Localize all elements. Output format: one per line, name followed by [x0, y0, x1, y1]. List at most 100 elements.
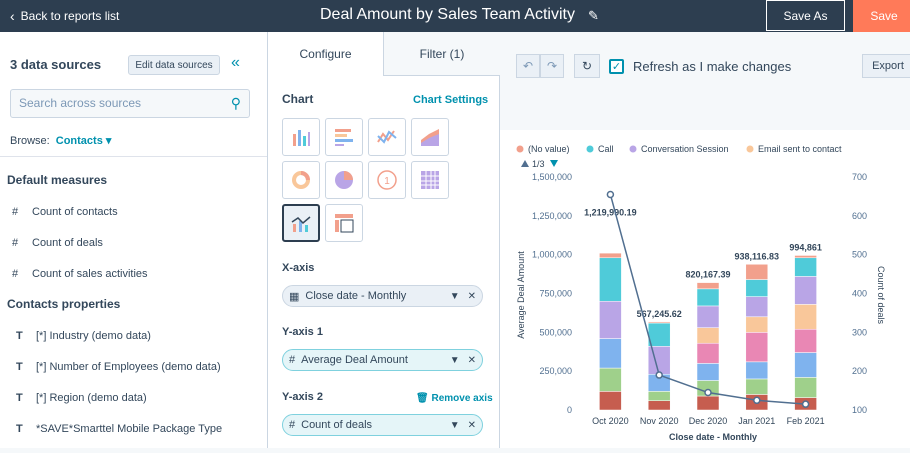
redo-button[interactable]: ↷	[540, 54, 564, 78]
x-tick-label: Jan 2021	[738, 416, 775, 426]
y-axis1-label: Y-axis 1	[282, 326, 323, 338]
legend-label: Conversation Session	[641, 144, 729, 154]
number-type-icon: #	[12, 237, 19, 249]
measure-item[interactable]: # Count of sales activities	[12, 268, 148, 280]
line-point	[704, 388, 712, 397]
chart-type-donut[interactable]	[282, 161, 320, 199]
browse-row: Browse: Contacts ▾	[10, 134, 111, 147]
line-point	[801, 400, 810, 408]
browse-label: Browse:	[10, 135, 50, 147]
report-title[interactable]: Deal Amount by Sales Team Activity	[320, 6, 575, 23]
pie-icon	[335, 171, 353, 189]
property-item[interactable]: T [*] Region (demo data)	[16, 392, 147, 404]
bar-segment	[696, 363, 720, 381]
y-tick-label: 0	[567, 405, 572, 415]
search-icon[interactable]: ⚲	[230, 95, 241, 111]
chart-type-area[interactable]	[411, 118, 449, 156]
x-axis-select[interactable]: ▦ Close date - Monthly ▼ ✕	[282, 285, 483, 307]
bar-segment	[599, 252, 622, 259]
chevron-down-icon[interactable]: ▼	[449, 419, 460, 431]
bar-segment	[794, 377, 817, 398]
svg-text:1: 1	[384, 176, 390, 187]
redo-icon: ↷	[546, 59, 558, 73]
divider	[0, 156, 267, 157]
undo-button[interactable]: ↶	[516, 54, 540, 78]
number-type-icon: #	[289, 419, 296, 431]
bar-segment	[696, 395, 720, 411]
y2-tick-label: 100	[852, 405, 867, 415]
bar-segment	[599, 338, 622, 369]
y-axis1-value: Average Deal Amount	[301, 354, 408, 366]
save-button[interactable]: Save	[853, 0, 910, 32]
y-axis1-select[interactable]: # Average Deal Amount ▼ ✕	[282, 349, 483, 371]
legend-label: Email sent to contact	[758, 144, 842, 154]
chart-area: (No value) Call Conversation Session Email …	[500, 130, 910, 448]
browse-dropdown[interactable]: Contacts ▾	[56, 135, 112, 147]
close-icon[interactable]: ✕	[467, 419, 476, 431]
chevron-down-icon[interactable]: ▼	[449, 290, 460, 302]
y2-tick-label: 200	[852, 366, 867, 376]
tab-configure[interactable]: Configure	[268, 32, 383, 76]
bar-segment	[794, 304, 817, 330]
bar-total-label: 1,219,990.19	[584, 207, 637, 217]
bar-segment	[745, 361, 769, 380]
chart-settings-link[interactable]: Chart Settings	[413, 94, 489, 106]
item-label: Count of deals	[32, 237, 103, 249]
data-sources-panel: 3 data sources Edit data sources « Searc…	[0, 32, 268, 448]
remove-axis-link[interactable]: 🗑 Remove axis	[416, 393, 493, 404]
edit-data-sources-button[interactable]: Edit data sources	[128, 55, 220, 75]
chart-type-vertical-bar[interactable]	[282, 118, 320, 156]
bar-segment	[745, 279, 769, 297]
y-tick-label: 1,500,000	[532, 172, 572, 182]
bar-segment	[647, 322, 671, 347]
chart-type-table[interactable]	[411, 161, 449, 199]
chart-type-combo[interactable]	[282, 204, 320, 242]
collapse-panel-icon[interactable]: «	[231, 54, 240, 71]
export-button[interactable]: Export	[862, 54, 910, 78]
y-axis-title: Average Deal Amount	[516, 251, 526, 339]
pivot-icon	[335, 214, 354, 233]
property-item[interactable]: T *SAVE*Smarttel Mobile Package Type	[16, 423, 222, 435]
close-icon[interactable]: ✕	[467, 354, 476, 366]
y2-tick-label: 700	[852, 172, 867, 182]
chart-section-label: Chart	[282, 92, 314, 106]
number-type-icon: #	[12, 268, 19, 280]
item-label: *SAVE*Smarttel Mobile Package Type	[36, 423, 223, 435]
save-as-button[interactable]: Save As	[766, 0, 845, 31]
chart-type-pivot[interactable]	[325, 204, 363, 242]
chart-type-line[interactable]	[368, 118, 406, 156]
item-label: Count of contacts	[32, 206, 118, 218]
refresh-checkbox[interactable]: ✓	[609, 59, 624, 74]
chart-type-horizontal-bar[interactable]	[325, 118, 363, 156]
measure-item[interactable]: # Count of deals	[12, 237, 103, 249]
property-item[interactable]: T [*] Number of Employees (demo data)	[16, 361, 221, 373]
legend-label: Call	[598, 144, 614, 154]
x-tick-label: Oct 2020	[592, 416, 629, 426]
bar-segment	[794, 352, 817, 378]
search-sources-input[interactable]: Search across sources ⚲	[10, 89, 250, 118]
tab-filter[interactable]: Filter (1)	[383, 32, 500, 76]
chart-type-summary[interactable]: 1	[368, 161, 406, 199]
x-axis-title: Close date - Monthly	[669, 432, 757, 442]
item-label: [*] Number of Employees (demo data)	[36, 361, 221, 373]
section-default-measures: Default measures	[7, 173, 108, 187]
pencil-icon[interactable]: ✎	[588, 8, 599, 23]
top-bar: ‹ Back to reports list Deal Amount by Sa…	[0, 0, 910, 32]
bar-segment	[647, 321, 671, 324]
bar-segment	[794, 328, 817, 353]
chevron-down-icon[interactable]: ▼	[449, 354, 460, 366]
y-axis2-select[interactable]: # Count of deals ▼ ✕	[282, 414, 483, 436]
property-item[interactable]: T [*] Industry (demo data)	[16, 330, 151, 342]
donut-icon	[292, 171, 310, 189]
line-point	[655, 371, 663, 379]
bar-segment	[696, 342, 720, 364]
refresh-button[interactable]: ↻	[574, 54, 600, 78]
back-to-reports-link[interactable]: ‹ Back to reports list	[10, 8, 119, 24]
bar-segment	[647, 400, 671, 411]
text-type-icon: T	[16, 361, 23, 373]
measure-item[interactable]: # Count of contacts	[12, 206, 118, 218]
chart-type-pie[interactable]	[325, 161, 363, 199]
close-icon[interactable]: ✕	[467, 290, 476, 302]
x-axis-label: X-axis	[282, 262, 315, 274]
bar-segment	[647, 391, 671, 401]
